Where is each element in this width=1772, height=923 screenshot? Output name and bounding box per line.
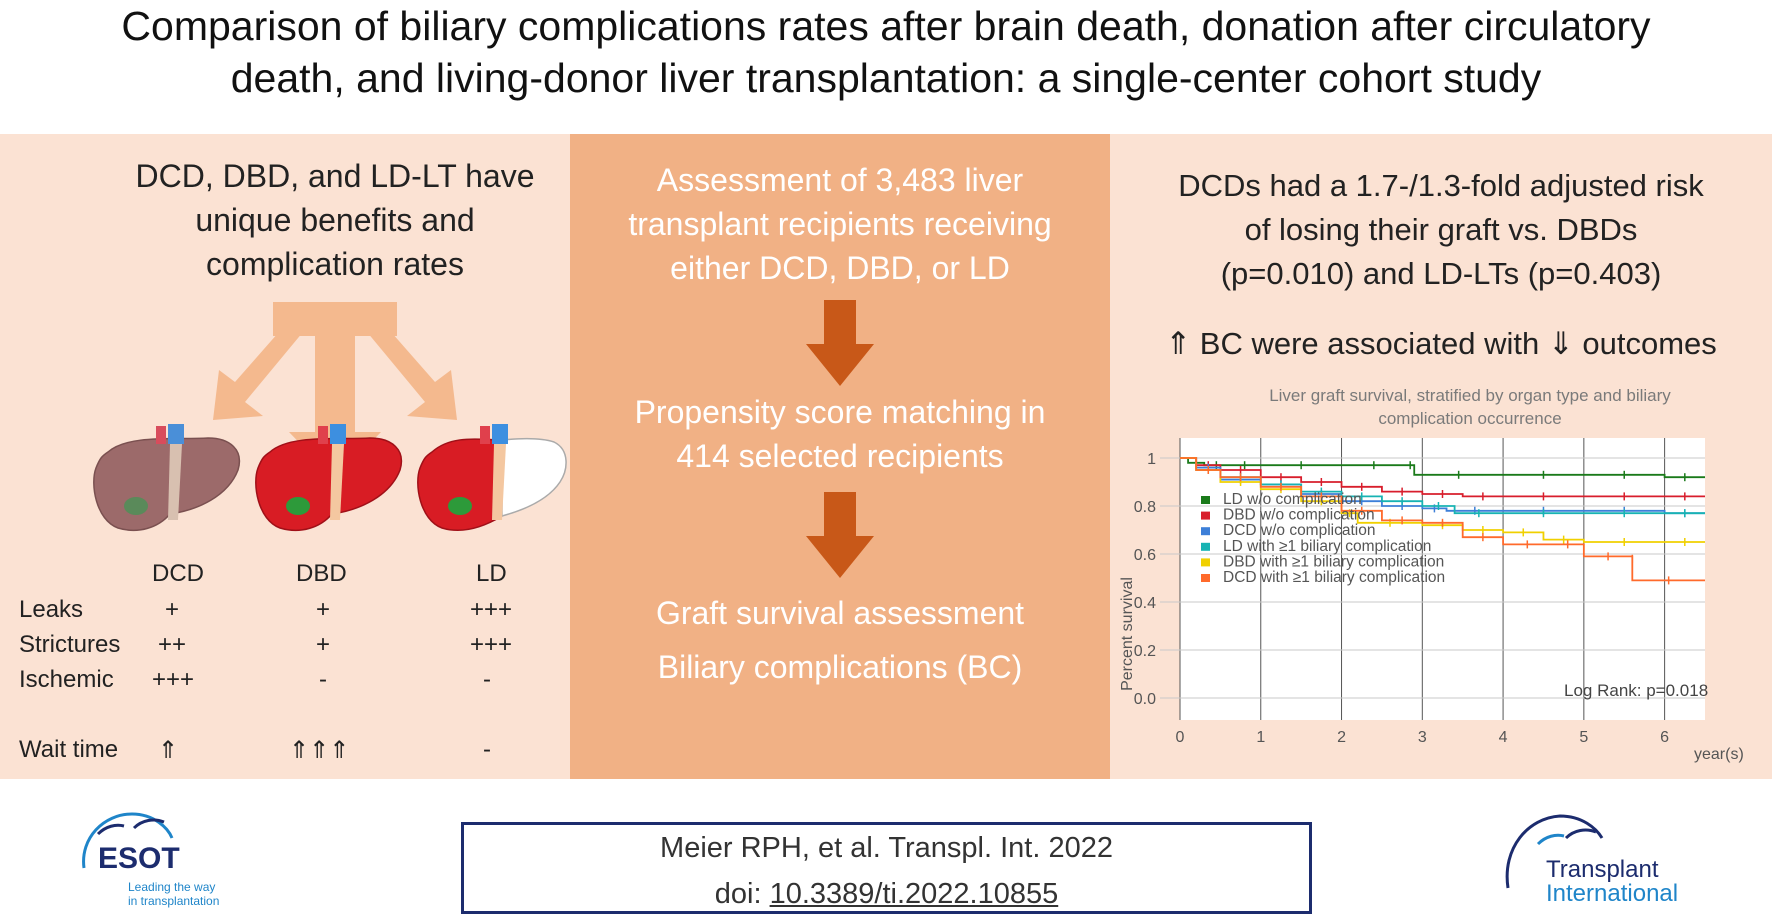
y-tick-label: 0.0 <box>1134 691 1156 708</box>
finding-bc-outcomes: ⇑ BC were associated with ⇓ outcomes <box>1165 326 1717 361</box>
esot-tagline: Leading the way in transplantation <box>128 880 219 908</box>
y-axis-label: Percent survival <box>1119 577 1136 691</box>
page-title: Comparison of biliary complications rate… <box>0 0 1772 104</box>
table-cell: ⇑ <box>158 737 179 764</box>
liver-dcd-icon <box>93 424 241 532</box>
legend-swatch <box>1201 558 1210 567</box>
legend-swatch <box>1201 574 1210 582</box>
x-tick-label: 0 <box>1176 729 1185 746</box>
step-graft-survival: Graft survival assessment Biliary compli… <box>570 586 1110 694</box>
x-tick-label: 5 <box>1579 729 1588 746</box>
x-tick-label: 2 <box>1337 729 1346 746</box>
legend-swatch <box>1201 511 1210 520</box>
table-cell: - <box>319 666 327 693</box>
table-cell: +++ <box>152 666 195 693</box>
x-tick-label: 6 <box>1660 729 1669 746</box>
row-label-wait-time: Wait time <box>19 736 119 763</box>
survival-chart: 0 1 2 3 4 5 6 0.0 0.2 0.4 0.6 0.8 1 LD w/o complicat… <box>1119 438 1744 763</box>
finding-graft-loss: DCDs had a 1.7-/1.3-fold adjusted risk o… <box>1110 164 1772 296</box>
table-cell: + <box>165 596 180 623</box>
table-cell: ++ <box>158 631 187 658</box>
doi-link[interactable]: 10.3389/ti.2022.10855 <box>769 878 1059 910</box>
liver-ld-icon <box>417 424 567 532</box>
esot-name: ESOT <box>98 842 180 875</box>
liver-dbd-icon <box>255 424 403 532</box>
table-cell: + <box>316 631 331 658</box>
esot-tagline-line: Leading the way <box>128 880 216 894</box>
esot-hands-icon <box>82 812 174 869</box>
left-heading-line: DCD, DBD, and LD-LT have <box>135 158 535 194</box>
step-line: Assessment of 3,483 liver <box>656 162 1024 198</box>
step-propensity-matching: Propensity score matching in 414 selecte… <box>570 390 1110 478</box>
legend-swatch <box>1201 527 1210 536</box>
x-tick-label: 1 <box>1256 729 1265 746</box>
step-line: transplant recipients receiving <box>628 206 1052 242</box>
title-line-2: death, and living-donor liver transplant… <box>230 55 1542 101</box>
log-rank-annotation: Log Rank: p=0.018 <box>1564 681 1708 700</box>
ti-line2: International <box>1546 880 1679 907</box>
finding-line: DCDs had a 1.7-/1.3-fold adjusted risk <box>1178 168 1704 203</box>
table-cell: - <box>483 736 491 763</box>
chart-title-line: Liver graft survival, stratified by orga… <box>1269 386 1671 405</box>
step-line: Propensity score matching in <box>634 394 1046 430</box>
step-line: Biliary complications (BC) <box>657 649 1023 685</box>
legend-label: DCD w/o complication <box>1223 522 1375 539</box>
left-heading: DCD, DBD, and LD-LT have unique benefits… <box>110 154 560 286</box>
legend-label: DBD w/o complication <box>1223 507 1375 524</box>
citation-box: Meier RPH, et al. Transpl. Int. 2022 doi… <box>461 822 1312 914</box>
chart-title: Liver graft survival, stratified by orga… <box>1200 384 1740 430</box>
title-line-1: Comparison of biliary complications rate… <box>121 3 1651 49</box>
step-line: Graft survival assessment <box>655 595 1025 631</box>
citation-doi-line: doi: 10.3389/ti.2022.10855 <box>464 871 1309 917</box>
table-cell: +++ <box>470 596 513 623</box>
ti-line1: Transplant <box>1546 856 1659 883</box>
chart-title-line: complication occurrence <box>1378 409 1562 428</box>
row-label-ischemic: Ischemic <box>19 666 114 693</box>
column-header-ld: LD <box>476 560 507 587</box>
esot-tagline-line: in transplantation <box>128 894 220 908</box>
x-tick-label: 3 <box>1418 729 1427 746</box>
table-cell: ⇑⇑⇑ <box>289 737 350 764</box>
y-tick-label: 0.8 <box>1134 499 1156 516</box>
down-arrow-icon <box>806 300 874 386</box>
step-assessment: Assessment of 3,483 liver transplant rec… <box>570 158 1110 290</box>
x-axis-label: year(s) <box>1694 746 1744 763</box>
ti-hands-icon <box>1505 814 1604 889</box>
step-line: either DCD, DBD, or LD <box>670 250 1010 286</box>
left-panel: DCD, DBD, and LD-LT have unique benefits… <box>0 134 570 779</box>
legend-label: DBD with ≥1 biliary complication <box>1223 553 1444 570</box>
left-heading-line: complication rates <box>206 246 464 282</box>
legend-label: DCD with ≥1 biliary complication <box>1223 569 1445 586</box>
step-line: 414 selected recipients <box>676 438 1004 474</box>
down-arrow-icon <box>806 492 874 578</box>
middle-panel: Assessment of 3,483 liver transplant rec… <box>570 134 1110 779</box>
y-tick-label: 0.6 <box>1134 547 1156 564</box>
y-tick-label: 1 <box>1147 451 1156 468</box>
column-header-dbd: DBD <box>296 560 347 587</box>
table-cell: +++ <box>470 631 513 658</box>
table-cell: - <box>483 666 491 693</box>
y-tick-label: 0.2 <box>1134 643 1156 660</box>
finding-line: of losing their graft vs. DBDs <box>1244 212 1638 247</box>
esot-logo: ESOT Leading the way in transplantation <box>76 808 256 918</box>
legend-swatch <box>1201 496 1210 504</box>
finding-line: (p=0.010) and LD-LTs (p=0.403) <box>1220 256 1662 291</box>
doi-prefix: doi: <box>714 878 770 910</box>
legend-swatch <box>1201 542 1210 551</box>
series-line <box>1180 457 1705 543</box>
y-tick-label: 0.4 <box>1134 595 1156 612</box>
table-cell: + <box>316 596 331 623</box>
citation-line: Meier RPH, et al. Transpl. Int. 2022 <box>660 832 1113 864</box>
legend-label: LD w/o complication <box>1223 491 1362 508</box>
row-label-strictures: Strictures <box>19 631 121 658</box>
column-header-dcd: DCD <box>152 560 204 587</box>
legend-label: LD with ≥1 biliary complication <box>1223 538 1431 555</box>
transplant-international-logo: Transplant International <box>1498 808 1718 918</box>
x-tick-label: 4 <box>1499 729 1508 746</box>
left-heading-line: unique benefits and <box>195 202 475 238</box>
row-label-leaks: Leaks <box>19 596 84 623</box>
